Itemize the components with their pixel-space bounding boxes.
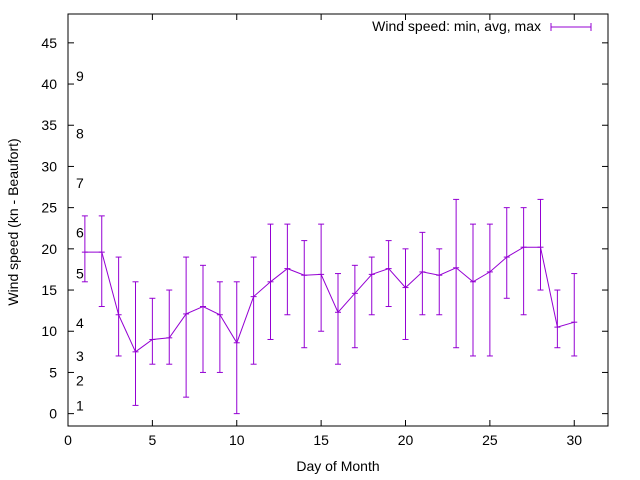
y-tick-label: 10	[41, 323, 57, 339]
x-tick-label: 10	[229, 432, 245, 448]
x-tick-label: 30	[566, 432, 582, 448]
y-tick-label: 15	[41, 282, 57, 298]
x-axis-ticks: 0 5 10 15 20 25 30	[64, 14, 582, 448]
y-tick-label: 45	[41, 35, 57, 51]
beaufort-scale-labels: 1 2 3 4 5 6 7 8 9	[76, 68, 84, 414]
y-tick-label: 20	[41, 241, 57, 257]
beaufort-label: 8	[76, 125, 84, 141]
series-line	[84, 246, 575, 353]
y-axis-label: Wind speed (kn - Beaufort)	[5, 138, 21, 305]
y-tick-label: 40	[41, 76, 57, 92]
x-tick-label: 15	[313, 432, 329, 448]
beaufort-label: 9	[76, 68, 84, 84]
y-tick-label: 5	[49, 364, 57, 380]
x-tick-label: 20	[398, 432, 414, 448]
beaufort-label: 3	[76, 348, 84, 364]
x-tick-label: 0	[64, 432, 72, 448]
y-tick-label: 0	[49, 406, 57, 422]
x-axis-label: Day of Month	[296, 458, 379, 474]
x-tick-label: 5	[148, 432, 156, 448]
beaufort-label: 4	[76, 315, 84, 331]
beaufort-label: 5	[76, 266, 84, 282]
plot-frame	[67, 13, 609, 427]
y-tick-label: 25	[41, 200, 57, 216]
series-layer	[81, 198, 578, 415]
beaufort-label: 1	[76, 397, 84, 413]
y-tick-label: 30	[41, 158, 57, 174]
x-tick-label: 25	[482, 432, 498, 448]
legend-label: Wind speed: min, avg, max	[372, 18, 541, 34]
beaufort-label: 7	[76, 175, 84, 191]
y-tick-label: 35	[41, 117, 57, 133]
beaufort-label: 6	[76, 224, 84, 240]
beaufort-label: 2	[76, 373, 84, 389]
legend: Wind speed: min, avg, max	[372, 18, 592, 34]
